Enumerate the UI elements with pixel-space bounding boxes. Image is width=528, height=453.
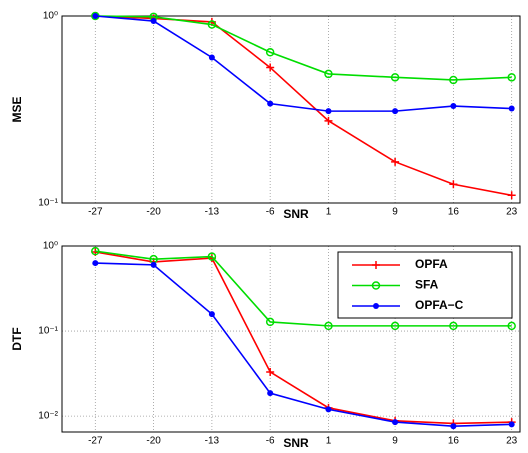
marker: [390, 321, 400, 331]
y-tick-label: 10⁻¹: [38, 198, 58, 209]
marker: [325, 108, 332, 115]
marker: [390, 73, 400, 82]
y-tick-label: 10⁻²: [38, 411, 58, 422]
x-tick-label: 16: [448, 207, 460, 218]
y-axis-label: MSE: [10, 96, 24, 122]
marker: [150, 18, 157, 25]
marker: [508, 105, 515, 112]
marker: [324, 321, 333, 331]
series-line: [95, 262, 512, 428]
y-tick-label: 10⁰: [43, 241, 58, 252]
series-line: [95, 251, 512, 425]
x-tick-label: 23: [506, 436, 518, 447]
marker: [91, 246, 100, 256]
y-axis-label: DTF: [10, 327, 24, 350]
x-tick-label: 9: [392, 436, 398, 447]
series-line: [95, 250, 512, 327]
x-tick-label: -20: [146, 207, 161, 218]
marker: [207, 252, 217, 261]
marker: [392, 419, 399, 426]
marker: [507, 73, 516, 82]
marker: [265, 47, 275, 57]
x-tick-label: -6: [266, 436, 275, 447]
marker: [449, 75, 458, 85]
marker: [450, 423, 457, 430]
plot-area: [62, 16, 520, 203]
marker: [207, 20, 217, 29]
marker: [450, 103, 457, 110]
legend-label: SFA: [415, 278, 439, 292]
x-tick-label: -13: [205, 207, 220, 218]
marker: [508, 421, 515, 428]
marker: [92, 260, 99, 267]
legend-marker: [371, 281, 381, 290]
series-line: [95, 15, 512, 197]
marker: [449, 321, 458, 331]
x-tick-label: 1: [326, 207, 332, 218]
marker: [391, 157, 400, 166]
marker: [266, 367, 275, 376]
marker: [150, 261, 157, 268]
marker: [324, 116, 333, 125]
x-tick-label: 23: [506, 207, 518, 218]
x-tick-label: -13: [205, 436, 220, 447]
y-tick-label: 10⁰: [43, 11, 58, 22]
marker: [507, 191, 516, 200]
marker: [266, 63, 275, 72]
x-axis-label: SNR: [283, 207, 309, 221]
marker: [392, 108, 399, 115]
marker: [265, 317, 275, 327]
x-tick-label: 16: [448, 436, 460, 447]
marker: [325, 406, 332, 413]
marker: [208, 54, 215, 61]
x-tick-label: 1: [326, 436, 332, 447]
x-tick-label: -27: [88, 207, 103, 218]
marker: [324, 69, 333, 79]
series-line: [95, 15, 512, 112]
legend-marker: [372, 261, 380, 269]
marker: [267, 100, 274, 107]
x-tick-label: 9: [392, 207, 398, 218]
legend-marker: [373, 303, 379, 309]
x-tick-label: -6: [266, 207, 275, 218]
marker: [267, 390, 274, 397]
axes-frame: [61, 15, 521, 204]
legend-label: OPFA: [415, 257, 448, 271]
marker: [208, 311, 215, 318]
y-tick-label: 10⁻¹: [38, 326, 58, 337]
x-tick-label: -27: [88, 436, 103, 447]
marker: [92, 13, 99, 19]
marker: [507, 321, 516, 331]
axes-frame: [61, 245, 521, 433]
legend-label: OPFA−C: [415, 298, 464, 312]
x-axis-label: SNR: [283, 436, 309, 450]
series-line: [95, 15, 512, 81]
x-tick-label: -20: [146, 436, 161, 447]
marker: [449, 180, 458, 189]
